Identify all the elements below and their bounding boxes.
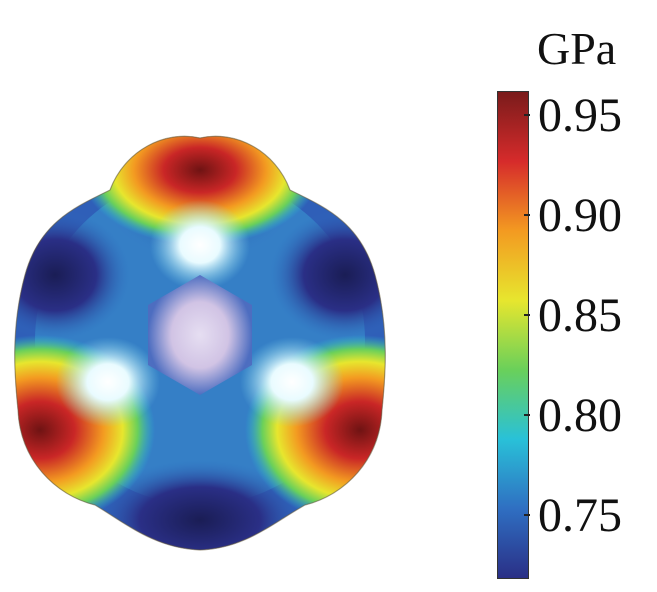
stress-surface-plot [14,135,386,551]
colorbar-tick-mark [524,314,530,316]
colorbar-tick-label: 0.95 [538,89,622,142]
colorbar [497,91,529,579]
colorbar-tick-mark [524,514,530,516]
colorbar-tick-mark [524,114,530,116]
colorbar-tick-label: 0.85 [538,289,622,342]
colorbar-tick-label: 0.80 [538,389,622,442]
colorbar-tick-label: 0.75 [538,489,622,542]
colorbar-tick-mark [524,414,530,416]
colorbar-unit-label: GPa [537,23,617,74]
colorbar-tick-mark [524,214,530,216]
colorbar-tick-label: 0.90 [538,189,622,242]
